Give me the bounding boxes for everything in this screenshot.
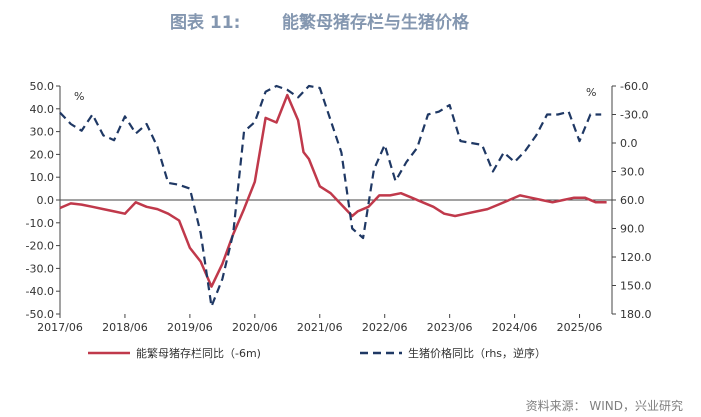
left-tick-label: 40.0: [30, 103, 55, 116]
x-tick-label: 2025/06: [557, 321, 603, 334]
left-tick-label: 10.0: [30, 171, 55, 184]
x-tick-label: 2019/06: [167, 321, 213, 334]
series-line-sow-inventory: [59, 93, 607, 288]
source-note: 资料来源： WIND，兴业研究: [525, 399, 683, 413]
right-tick-label: -30.0: [620, 109, 648, 122]
left-tick-label: 20.0: [30, 148, 55, 161]
series-line-hog-price: [59, 84, 602, 308]
x-tick-label: 2018/06: [102, 321, 148, 334]
right-tick-label: 120.0: [620, 251, 652, 264]
x-tick-label: 2023/06: [427, 321, 473, 334]
x-tick-label: 2017/06: [37, 321, 83, 334]
left-tick-label: 30.0: [30, 126, 55, 139]
left-tick-label: -50.0: [26, 308, 54, 321]
left-axis-unit: %: [74, 90, 84, 103]
left-tick-label: -20.0: [26, 240, 54, 253]
right-tick-label: 180.0: [620, 308, 652, 321]
right-tick-label: 30.0: [620, 166, 645, 179]
legend-label-sow: 能繁母猪存栏同比（-6m): [136, 346, 261, 360]
x-tick-label: 2021/06: [297, 321, 343, 334]
left-tick-label: 50.0: [30, 80, 55, 93]
x-tick-label: 2020/06: [232, 321, 278, 334]
left-tick-label: -40.0: [26, 285, 54, 298]
x-tick-label: 2024/06: [492, 321, 538, 334]
left-tick-label: 0.0: [37, 194, 55, 207]
right-tick-label: 60.0: [620, 194, 645, 207]
right-tick-label: 150.0: [620, 280, 652, 293]
figure-label: 图表 11:: [170, 13, 241, 33]
right-tick-label: -60.0: [620, 80, 648, 93]
right-tick-label: 0.0: [620, 137, 638, 150]
left-tick-label: -10.0: [26, 217, 54, 230]
right-axis-unit: %: [586, 86, 596, 99]
x-tick-label: 2022/06: [362, 321, 408, 334]
chart-title-bar: 图表 11: 能繁母猪存栏与生猪价格: [0, 4, 701, 34]
chart-title: 能繁母猪存栏与生猪价格: [282, 13, 469, 33]
right-tick-label: 90.0: [620, 223, 645, 236]
left-tick-label: -30.0: [26, 262, 54, 275]
legend-label-price: 生猪价格同比（rhs，逆序）: [408, 346, 546, 360]
